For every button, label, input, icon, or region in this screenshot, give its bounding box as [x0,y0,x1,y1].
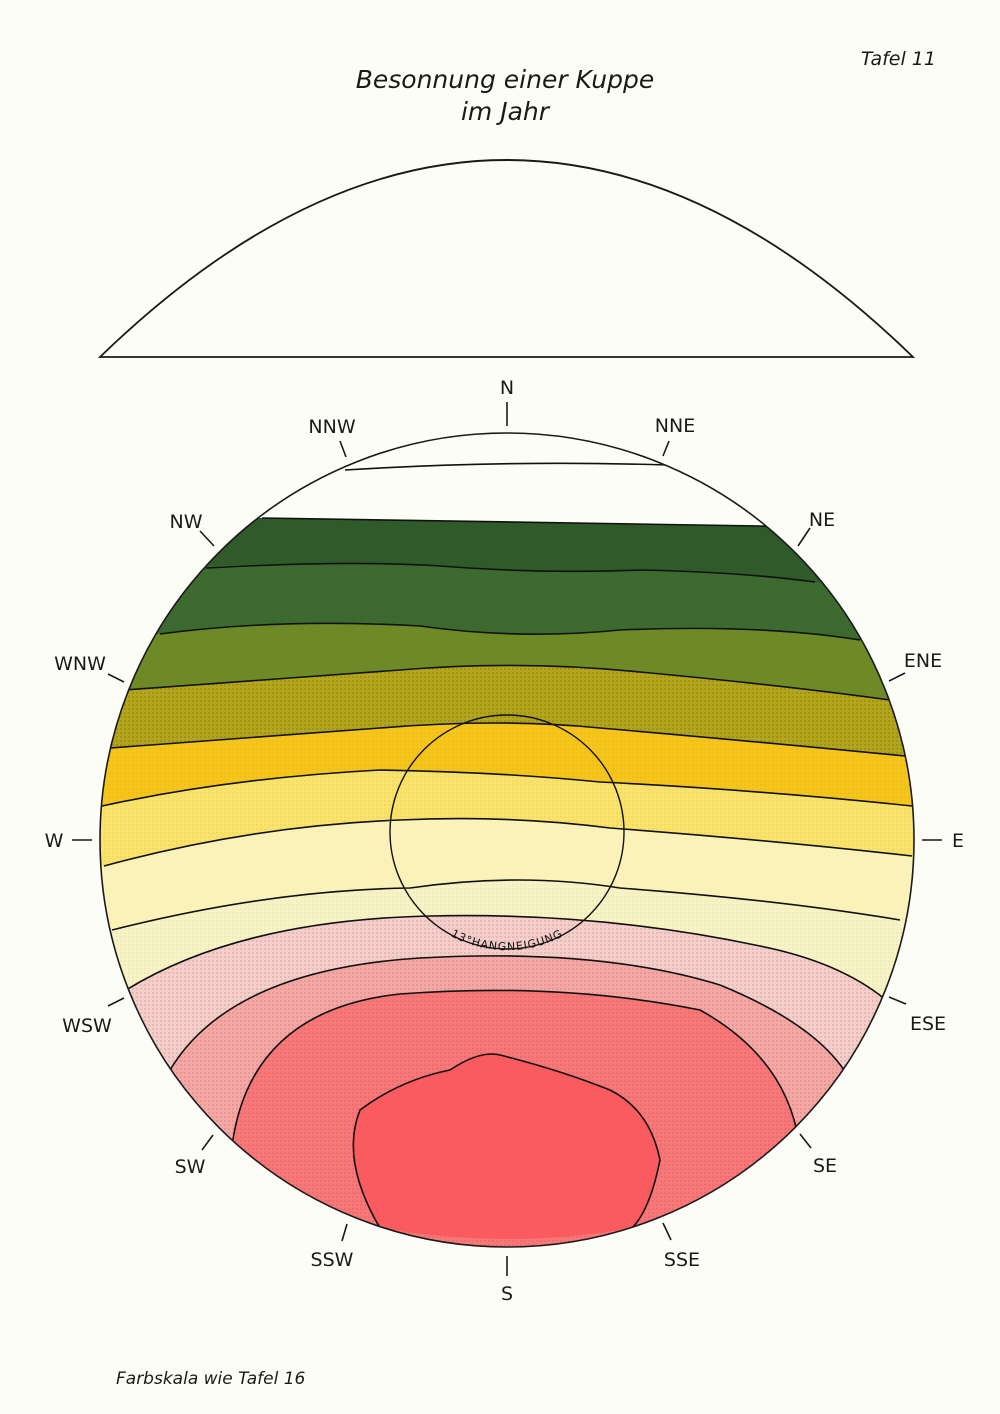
map-outline [99,432,915,1248]
compass-label-e: E [952,830,964,852]
compass-label-ene: ENE [904,650,942,672]
compass-label-sse: SSE [664,1249,700,1271]
compass-label-ne: NE [809,509,835,531]
compass-label-s: S [501,1283,513,1305]
compass-label-wnw: WNW [54,653,106,675]
compass-label-nnw: NNW [308,416,355,438]
compass-label-ssw: SSW [311,1249,354,1271]
title-line-2: im Jahr [461,97,551,126]
compass-label-ese: ESE [910,1013,946,1035]
dome-profile [97,159,916,358]
title-line-1: Besonnung einer Kuppe [356,65,655,94]
compass-label-nne: NNE [655,415,695,437]
compass-label-wsw: WSW [62,1015,112,1037]
compass-label-sw: SW [175,1156,206,1178]
compass-label-nw: NW [170,511,203,533]
compass-label-se: SE [813,1155,837,1177]
band-strong-red [353,1054,660,1239]
compass-label-w: W [45,830,64,852]
slope-circle [389,714,625,950]
compass-ticks [72,402,942,1276]
insolation-map [100,433,914,1247]
footer-note: Farbskala wie Tafel 16 [116,1369,306,1389]
compass-label-n: N [500,377,514,399]
plate-number: Tafel 11 [861,48,936,70]
